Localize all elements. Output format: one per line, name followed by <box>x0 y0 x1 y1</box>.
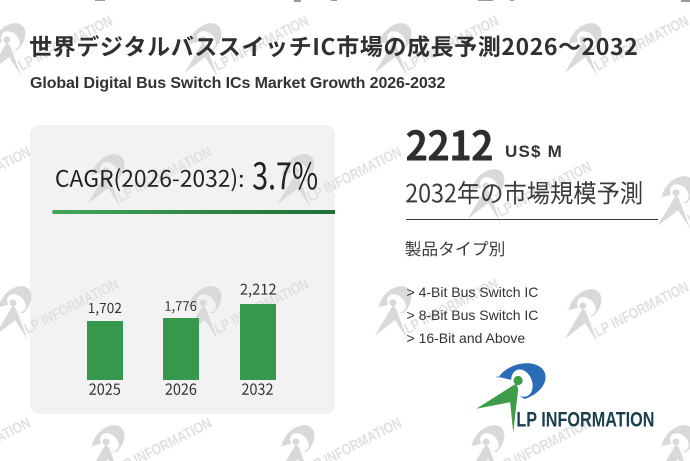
svg-text:LP INFORMATION: LP INFORMATION <box>516 408 654 431</box>
